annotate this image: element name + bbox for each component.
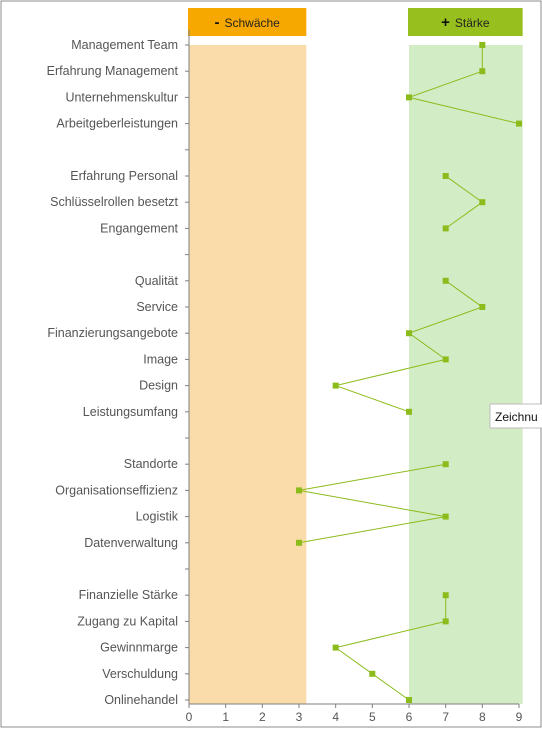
x-tick-label: 0 (186, 710, 193, 724)
category-label: Onlinehandel (104, 693, 178, 707)
x-tick-label: 4 (332, 710, 339, 724)
data-point (442, 173, 449, 179)
band-header-label: + Stärke (441, 14, 490, 31)
series-line-segment (298, 463, 446, 544)
category-label: Erfahrung Personal (70, 169, 178, 183)
data-point (516, 120, 522, 127)
data-point (442, 225, 449, 232)
x-tick-label: 8 (479, 710, 486, 724)
data-point (442, 277, 449, 284)
category-label: Unternehmenskultur (65, 90, 178, 104)
x-tick-label: 2 (259, 710, 266, 724)
category-label: Leistungsumfang (83, 405, 178, 419)
category-label: Zugang zu Kapital (77, 614, 178, 628)
band-header-strength (408, 8, 523, 36)
band-header-text: Stärke (455, 16, 490, 30)
x-tick-label: 5 (369, 710, 376, 724)
data-point (296, 539, 302, 546)
data-point (479, 304, 486, 310)
category-label: Image (143, 352, 178, 366)
data-point (442, 618, 449, 625)
marker-layer (296, 42, 522, 703)
data-point (406, 697, 412, 703)
category-label: Engangement (100, 221, 178, 235)
x-tick-label: 1 (222, 710, 229, 724)
data-point (332, 382, 339, 389)
category-label: Management Team (71, 38, 178, 52)
x-tick-label: 9 (516, 710, 523, 724)
data-point (406, 94, 412, 101)
category-label: Qualität (135, 274, 179, 288)
band-header-label: - Schwäche (214, 14, 280, 31)
category-label: Gewinnmarge (100, 641, 178, 655)
data-point (332, 644, 339, 651)
band-header-weakness (188, 8, 307, 36)
data-point (406, 330, 412, 337)
category-label: Service (136, 300, 178, 314)
data-point (442, 356, 449, 363)
category-label: Organisationseffizienz (55, 483, 178, 497)
category-label: Design (139, 379, 178, 393)
data-point (406, 408, 412, 415)
band-layer: - Schwäche + Stärke (188, 8, 523, 704)
x-tick-label: 3 (296, 710, 303, 724)
category-label: Arbeitgeberleistungen (56, 117, 178, 131)
x-tick-label: 6 (406, 710, 413, 724)
band-weakness (189, 45, 307, 704)
band-header-text: Schwäche (224, 16, 280, 30)
category-label-layer: Management Team Erfahrung Management Unte… (47, 38, 179, 707)
band-header-sign: + (441, 14, 450, 31)
series-line-segment (333, 280, 484, 413)
category-label: Logistik (136, 510, 179, 524)
category-label: Finanzielle Stärke (79, 588, 178, 602)
series-line-segment (407, 45, 520, 125)
category-label: Datenverwaltung (84, 536, 178, 550)
data-point (442, 592, 449, 599)
axis-layer: 0 1 2 3 4 5 6 7 8 9 (185, 30, 523, 724)
data-point (479, 42, 486, 48)
data-point (296, 487, 302, 494)
category-label: Erfahrung Management (47, 64, 179, 78)
data-point (369, 670, 376, 677)
category-label: Schlüsselrollen besetzt (50, 195, 178, 209)
category-label: Standorte (124, 457, 178, 471)
x-tick-label: 7 (442, 710, 449, 724)
category-label: Verschuldung (102, 667, 178, 681)
band-header-sign: - (214, 14, 219, 31)
data-point (442, 513, 449, 520)
data-point (479, 68, 486, 75)
tooltip-box (489, 403, 542, 429)
data-point (442, 461, 449, 468)
data-point (479, 199, 486, 206)
tooltip-text: Zeichnu (495, 410, 538, 424)
category-label: Finanzierungsangebote (47, 326, 178, 340)
band-strength (409, 45, 523, 704)
tooltip-layer: Zeichnu (489, 403, 542, 429)
